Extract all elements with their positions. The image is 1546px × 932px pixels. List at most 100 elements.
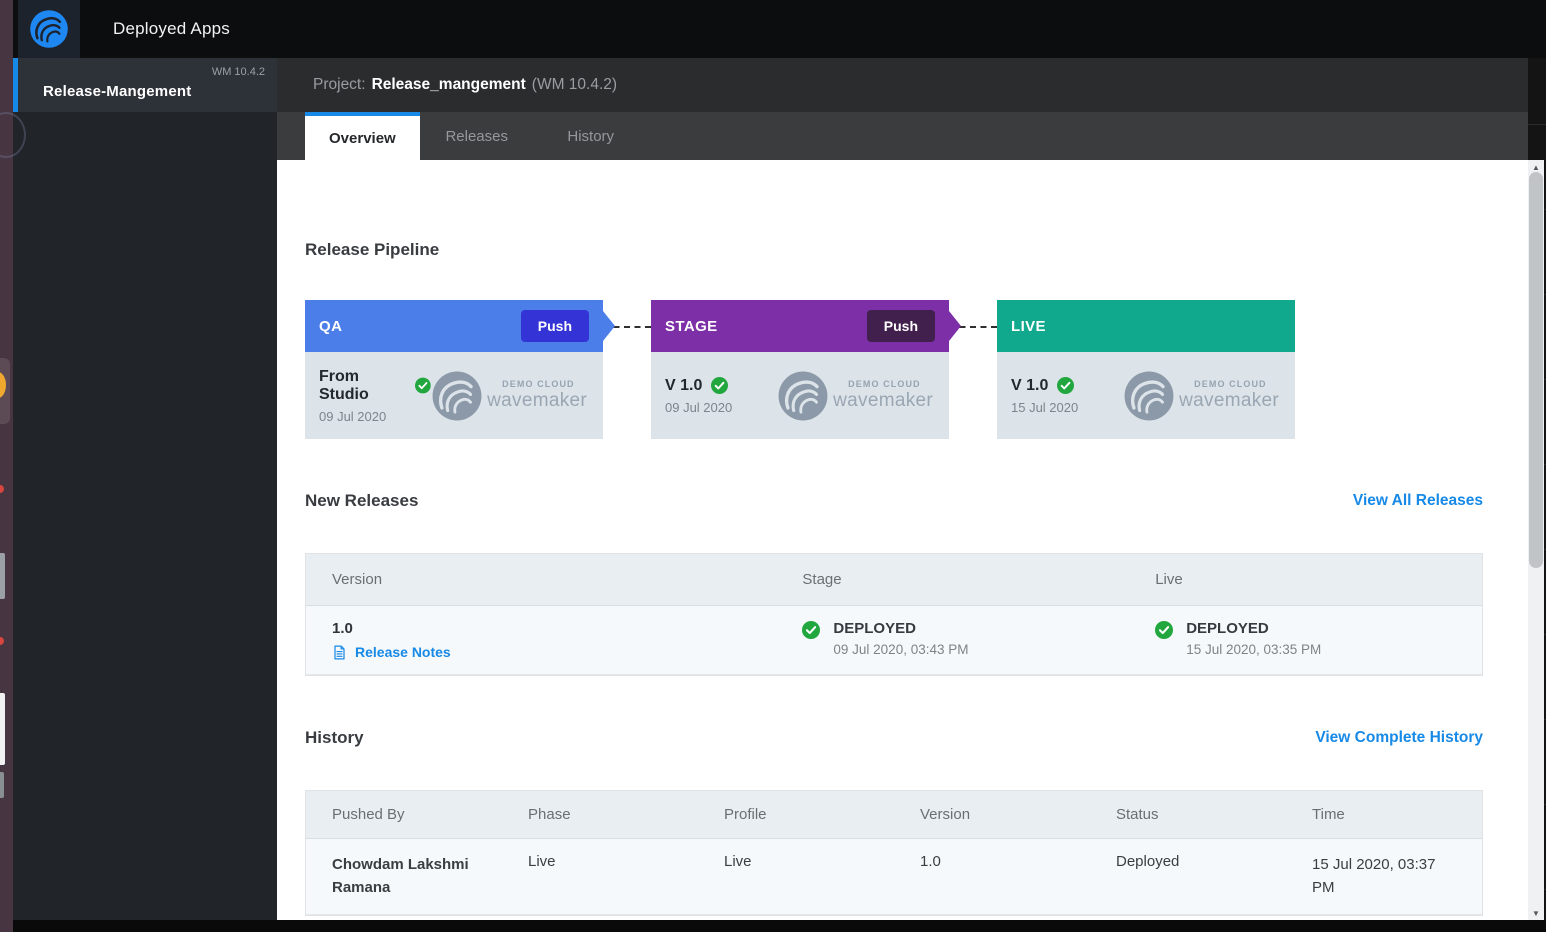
wavemaker-wave-icon	[777, 370, 829, 422]
dock-icon-fragment	[0, 553, 5, 599]
sidebar-project-version: WM 10.4.2	[211, 66, 265, 78]
demo-cloud-logo: DEMO CLOUD wavemaker	[1123, 370, 1279, 422]
history-time: 15 Jul 2020, 03:37 PM	[1312, 856, 1436, 897]
bottom-edge-strip	[13, 920, 1546, 932]
dock-icon-fragment	[0, 693, 5, 765]
tab-releases[interactable]: Releases	[445, 127, 508, 145]
stage-card-live-header: LIVE	[997, 300, 1295, 352]
tab-bar: Overview Releases History	[277, 112, 1528, 160]
table-header-row: Version Stage Live	[306, 554, 1482, 606]
project-version: (WM 10.4.2)	[531, 76, 618, 93]
sidebar: Release-Mangement WM 10.4.2	[13, 58, 277, 920]
live-deploy-status: DEPLOYED	[1186, 620, 1269, 637]
wavemaker-label: wavemaker	[833, 390, 933, 411]
wavemaker-wave-icon	[29, 9, 69, 49]
sidebar-item-project[interactable]: Release-Mangement WM 10.4.2	[13, 58, 277, 112]
view-complete-history-link[interactable]: View Complete History	[1315, 729, 1483, 746]
stage-card-stage-body: V 1.0 09 Jul 2020 DEMO CLOUD wavemaker	[651, 352, 949, 439]
wavemaker-wave-icon	[1123, 370, 1175, 422]
dock-icon-fragment	[0, 637, 4, 645]
stage-version-label: V 1.0	[1011, 376, 1049, 394]
column-header-live: Live	[1155, 571, 1183, 588]
new-releases-heading: New Releases	[305, 491, 419, 510]
document-icon	[332, 645, 347, 660]
scrollbar[interactable]: ▲ ▼	[1528, 160, 1544, 920]
stage-deploy-time: 09 Jul 2020, 03:43 PM	[833, 642, 969, 657]
project-header: Project: Release_mangement (WM 10.4.2)	[277, 58, 1528, 112]
demo-cloud-label: DEMO CLOUD	[848, 379, 921, 389]
pipeline-connector	[949, 326, 997, 328]
column-header-status: Status	[1116, 806, 1159, 823]
live-deploy-time: 15 Jul 2020, 03:35 PM	[1186, 642, 1322, 657]
project-label: Project:	[313, 76, 366, 93]
column-header-version: Version	[332, 571, 383, 588]
success-check-icon	[802, 621, 820, 639]
history-phase: Live	[528, 853, 556, 870]
sidebar-project-name: Release-Mangement	[43, 83, 192, 100]
table-header-row: Pushed By Phase Profile Version Status T…	[306, 791, 1482, 839]
dock-icon-fragment	[0, 485, 4, 493]
success-check-icon	[1057, 377, 1074, 394]
project-name: Release_mangement	[371, 76, 526, 93]
wavemaker-wave-icon	[431, 370, 483, 422]
scrollbar-up-arrow[interactable]: ▲	[1532, 162, 1540, 172]
column-header-version: Version	[920, 806, 971, 823]
demo-cloud-label: DEMO CLOUD	[502, 379, 575, 389]
stage-name: LIVE	[1011, 317, 1046, 335]
dock-icon-fragment	[0, 358, 10, 424]
stage-card-live-body: V 1.0 15 Jul 2020 DEMO CLOUD wavemaker	[997, 352, 1295, 439]
success-check-icon	[711, 377, 728, 394]
stage-deploy-status: DEPLOYED	[833, 620, 916, 637]
stage-card-qa-header: QA Push	[305, 300, 615, 352]
history-version: 1.0	[920, 853, 941, 870]
demo-cloud-label: DEMO CLOUD	[1194, 379, 1267, 389]
release-notes-link[interactable]: Release Notes	[332, 644, 766, 660]
column-header-time: Time	[1312, 806, 1345, 823]
success-check-icon	[1155, 621, 1173, 639]
new-releases-table: Version Stage Live 1.0 Release Notes	[305, 553, 1483, 676]
tab-overview[interactable]: Overview	[305, 112, 420, 160]
column-header-phase: Phase	[528, 806, 571, 823]
dock-edge-strip	[0, 0, 26, 932]
push-button-qa[interactable]: Push	[520, 310, 589, 342]
table-row: Chowdam Lakshmi Ramana Live Live 1.0 Dep…	[306, 839, 1482, 915]
scrollbar-thumb[interactable]	[1529, 172, 1543, 568]
tab-history[interactable]: History	[567, 127, 615, 145]
stage-name: QA	[319, 317, 343, 335]
stage-card-stage: STAGE Push V 1.0 09 Jul 2020	[651, 300, 961, 439]
top-bar: Deployed Apps	[13, 0, 1546, 58]
page-title: Deployed Apps	[113, 19, 230, 38]
push-button-stage[interactable]: Push	[866, 310, 935, 342]
history-profile-link[interactable]: Live	[724, 853, 752, 870]
wavemaker-label: wavemaker	[487, 390, 587, 411]
history-heading: History	[305, 728, 364, 747]
wavemaker-label: wavemaker	[1179, 390, 1279, 411]
pipeline-connector	[603, 326, 651, 328]
release-version: 1.0	[332, 620, 353, 637]
stage-card-stage-header: STAGE Push	[651, 300, 961, 352]
stage-date: 15 Jul 2020	[1011, 399, 1079, 415]
stage-date: 09 Jul 2020	[319, 408, 387, 424]
demo-cloud-logo: DEMO CLOUD wavemaker	[431, 370, 587, 422]
stage-card-qa: QA Push From Studio 09 Jul 2020	[305, 300, 615, 439]
wavemaker-logo-button[interactable]	[18, 0, 80, 58]
column-header-pushed-by: Pushed By	[332, 806, 405, 823]
history-pushed-by: Chowdam Lakshmi Ramana	[332, 856, 469, 897]
stage-date: 09 Jul 2020	[665, 399, 733, 415]
stage-version-label: From Studio	[319, 367, 369, 403]
history-status: Deployed	[1116, 853, 1180, 870]
success-check-icon	[415, 377, 431, 394]
release-pipeline-heading: Release Pipeline	[305, 240, 440, 259]
stage-version-label: V 1.0	[665, 376, 703, 394]
column-header-stage: Stage	[802, 571, 842, 588]
scrollbar-down-arrow[interactable]: ▼	[1532, 908, 1540, 918]
column-header-profile: Profile	[724, 806, 767, 823]
view-all-releases-link[interactable]: View All Releases	[1352, 492, 1483, 509]
history-table: Pushed By Phase Profile Version Status T…	[305, 790, 1483, 916]
pipeline-cards-row: QA Push From Studio 09 Jul 2020	[305, 300, 1483, 439]
stage-name: STAGE	[665, 317, 718, 335]
demo-cloud-logo: DEMO CLOUD wavemaker	[777, 370, 933, 422]
overview-content: Release Pipeline QA Push From Studio	[277, 160, 1528, 932]
stage-card-live: LIVE V 1.0 15 Jul 2020	[997, 300, 1295, 439]
